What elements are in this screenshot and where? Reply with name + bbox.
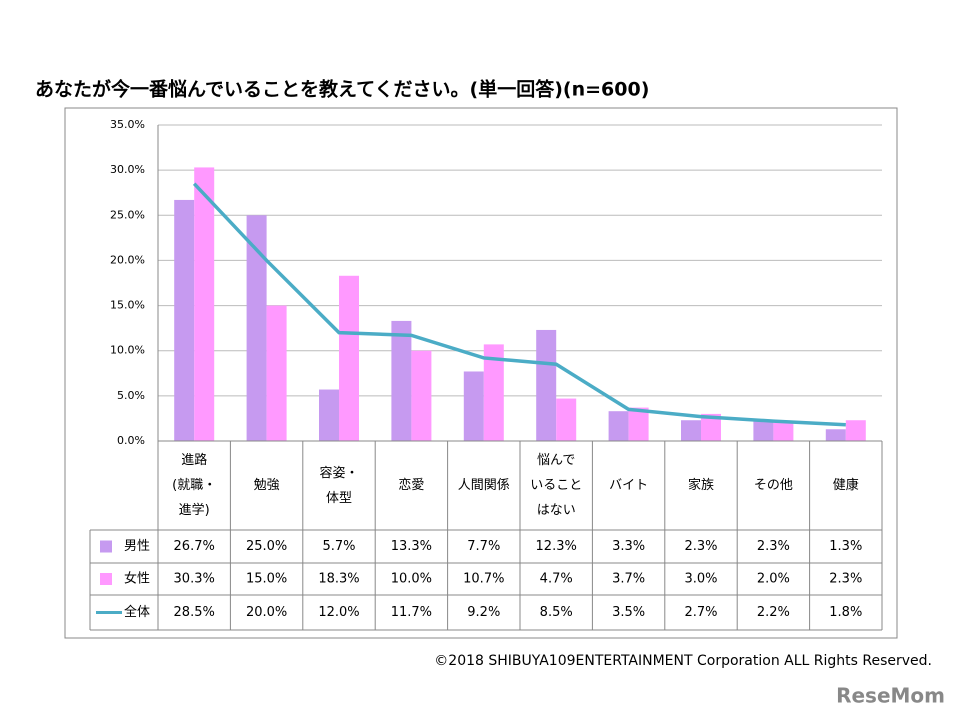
value-label: 1.8% bbox=[829, 605, 862, 620]
legend-label: 女性 bbox=[124, 571, 150, 587]
value-label: 7.7% bbox=[467, 539, 500, 554]
bar bbox=[701, 413, 721, 441]
value-label: 2.2% bbox=[757, 605, 790, 620]
value-label: 2.3% bbox=[829, 572, 862, 587]
bar bbox=[463, 371, 484, 441]
category-label: 進路 (就職・ 進学) bbox=[172, 453, 217, 518]
bar bbox=[391, 320, 412, 441]
value-label: 3.0% bbox=[684, 572, 717, 587]
category-label: 悩んで いること はない bbox=[530, 453, 583, 518]
bar bbox=[556, 398, 577, 441]
value-label: 11.7% bbox=[391, 605, 432, 620]
category-label: その他 bbox=[753, 478, 793, 493]
category-label: 恋愛 bbox=[398, 478, 425, 493]
bar bbox=[536, 329, 557, 441]
chart-frame bbox=[64, 107, 898, 639]
value-label: 28.5% bbox=[174, 605, 215, 620]
bar bbox=[773, 422, 794, 441]
value-label: 4.7% bbox=[540, 572, 573, 587]
legend-label: 男性 bbox=[124, 539, 150, 554]
bar bbox=[194, 167, 215, 442]
value-label: 2.7% bbox=[684, 605, 717, 620]
value-label: 1.3% bbox=[829, 539, 862, 554]
bar bbox=[825, 429, 846, 441]
category-label: 家族 bbox=[687, 478, 714, 493]
bar bbox=[845, 420, 866, 441]
y-tick-label: 15.0% bbox=[110, 299, 145, 312]
category-label: 勉強 bbox=[253, 478, 280, 493]
chart-title: あなたが今一番悩んでいることを教えてください。(単一回答)(n=600) bbox=[35, 78, 649, 101]
bar bbox=[681, 420, 701, 441]
value-label: 18.3% bbox=[318, 572, 359, 587]
value-label: 12.0% bbox=[318, 605, 359, 620]
bar bbox=[411, 350, 432, 441]
value-label: 26.7% bbox=[174, 539, 215, 554]
bar bbox=[628, 407, 649, 441]
value-label: 9.2% bbox=[467, 605, 500, 620]
value-label: 12.3% bbox=[536, 539, 577, 554]
y-tick-label: 25.0% bbox=[110, 208, 145, 221]
y-tick-label: 20.0% bbox=[110, 253, 145, 266]
bar bbox=[608, 411, 629, 441]
y-tick-label: 10.0% bbox=[110, 344, 145, 357]
category-label: バイト bbox=[609, 478, 649, 493]
legend-label: 全体 bbox=[124, 604, 150, 620]
bar bbox=[246, 215, 267, 441]
legend-swatch bbox=[100, 540, 112, 553]
value-label: 2.3% bbox=[757, 539, 790, 554]
bar bbox=[319, 389, 339, 441]
value-label: 20.0% bbox=[246, 605, 287, 620]
category-label: 人間関係 bbox=[457, 478, 510, 493]
legend-swatch bbox=[100, 573, 112, 585]
category-label: 健康 bbox=[832, 478, 859, 493]
y-tick-label: 5.0% bbox=[117, 389, 145, 402]
bar bbox=[753, 420, 774, 441]
value-label: 15.0% bbox=[246, 572, 287, 587]
copyright: ©2018 SHIBUYA109ENTERTAINMENT Corporatio… bbox=[434, 653, 932, 669]
value-label: 13.3% bbox=[391, 539, 432, 554]
value-label: 5.7% bbox=[322, 539, 355, 554]
value-label: 10.0% bbox=[391, 572, 432, 587]
bar bbox=[266, 305, 287, 441]
value-label: 10.7% bbox=[463, 572, 504, 587]
value-label: 8.5% bbox=[540, 605, 573, 620]
y-tick-label: 0.0% bbox=[117, 434, 145, 447]
value-label: 2.0% bbox=[757, 572, 790, 587]
y-tick-label: 30.0% bbox=[110, 163, 145, 176]
value-label: 3.7% bbox=[612, 572, 645, 587]
value-label: 30.3% bbox=[174, 572, 215, 587]
value-label: 25.0% bbox=[246, 539, 287, 554]
value-label: 3.3% bbox=[612, 539, 645, 554]
y-tick-label: 35.0% bbox=[110, 118, 145, 131]
category-label: 容姿・ 体型 bbox=[319, 465, 359, 506]
bar bbox=[483, 344, 504, 441]
bar bbox=[174, 199, 195, 441]
value-label: 3.5% bbox=[612, 605, 645, 620]
watermark: ReseMom bbox=[836, 684, 945, 708]
value-label: 2.3% bbox=[684, 539, 717, 554]
bar bbox=[339, 275, 359, 441]
line bbox=[192, 182, 846, 427]
